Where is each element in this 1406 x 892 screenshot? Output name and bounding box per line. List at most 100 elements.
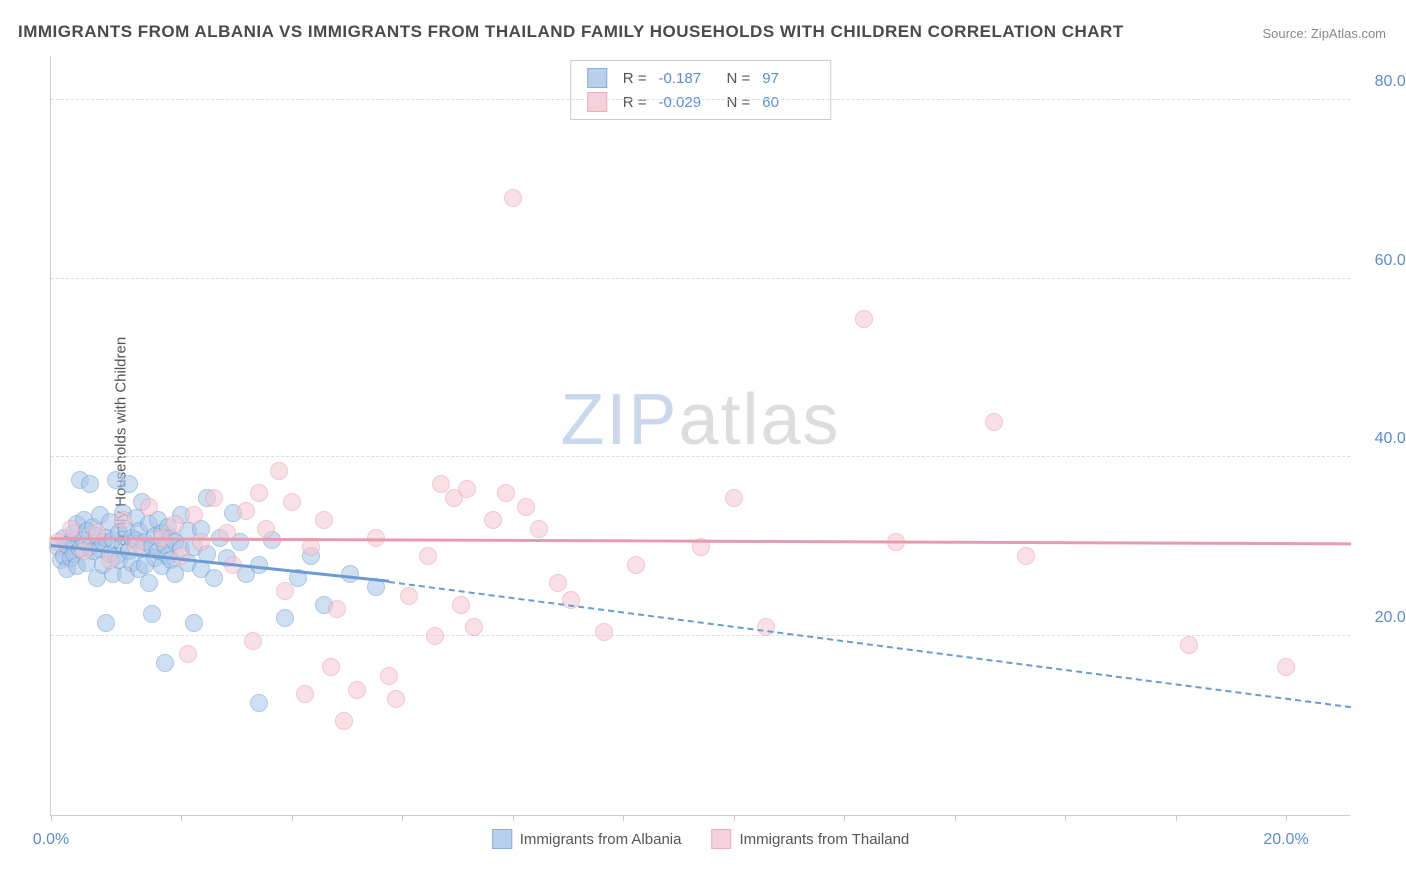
data-point	[276, 582, 294, 600]
data-point	[237, 502, 255, 520]
gridline	[51, 278, 1350, 279]
data-point	[140, 574, 158, 592]
legend-series-label: Immigrants from Thailand	[739, 831, 909, 848]
data-point	[185, 614, 203, 632]
data-point	[283, 493, 301, 511]
data-point	[757, 618, 775, 636]
data-point	[49, 533, 67, 551]
y-tick-label: 80.0%	[1360, 73, 1406, 91]
legend-swatch	[587, 92, 607, 112]
correlation-legend: R =-0.187N =97R =-0.029N =60	[570, 60, 832, 120]
legend-swatch	[492, 829, 512, 849]
data-point	[627, 556, 645, 574]
x-tick	[1286, 815, 1287, 821]
x-tick-label: 0.0%	[33, 831, 69, 849]
x-tick	[402, 815, 403, 821]
data-point	[985, 413, 1003, 431]
data-point	[270, 462, 288, 480]
data-point	[75, 542, 93, 560]
data-point	[465, 618, 483, 636]
data-point	[143, 605, 161, 623]
source-label: Source: ZipAtlas.com	[1262, 26, 1386, 41]
data-point	[595, 623, 613, 641]
data-point	[81, 475, 99, 493]
data-point	[315, 511, 333, 529]
data-point	[276, 609, 294, 627]
data-point	[250, 484, 268, 502]
data-point	[185, 506, 203, 524]
data-point	[62, 520, 80, 538]
data-point	[120, 475, 138, 493]
chart-title: IMMIGRANTS FROM ALBANIA VS IMMIGRANTS FR…	[18, 22, 1124, 42]
y-tick-label: 60.0%	[1360, 252, 1406, 270]
data-point	[97, 614, 115, 632]
legend-stat-row: R =-0.187N =97	[587, 66, 815, 90]
data-point	[140, 498, 158, 516]
x-tick	[1176, 815, 1177, 821]
data-point	[517, 498, 535, 516]
data-point	[452, 596, 470, 614]
data-point	[855, 310, 873, 328]
data-point	[549, 574, 567, 592]
legend-swatch	[587, 68, 607, 88]
data-point	[400, 587, 418, 605]
data-point	[725, 489, 743, 507]
data-point	[205, 569, 223, 587]
data-point	[380, 667, 398, 685]
x-tick	[513, 815, 514, 821]
data-point	[172, 547, 190, 565]
x-tick	[1065, 815, 1066, 821]
n-value: 60	[762, 94, 814, 111]
data-point	[504, 189, 522, 207]
r-value: -0.029	[659, 94, 711, 111]
n-value: 97	[762, 70, 814, 87]
data-point	[341, 565, 359, 583]
data-point	[322, 658, 340, 676]
gridline	[51, 456, 1350, 457]
watermark: ZIPatlas	[560, 379, 840, 461]
legend-series-item: Immigrants from Thailand	[711, 829, 909, 849]
gridline	[51, 99, 1350, 100]
data-point	[192, 533, 210, 551]
data-point	[205, 489, 223, 507]
data-point	[1017, 547, 1035, 565]
data-point	[530, 520, 548, 538]
data-point	[419, 547, 437, 565]
x-tick	[292, 815, 293, 821]
y-tick-label: 20.0%	[1360, 609, 1406, 627]
x-tick	[623, 815, 624, 821]
data-point	[244, 632, 262, 650]
watermark-zip: ZIP	[560, 380, 678, 460]
data-point	[348, 681, 366, 699]
x-tick	[181, 815, 182, 821]
trend-line	[389, 581, 1351, 708]
data-point	[387, 690, 405, 708]
legend-stat-row: R = -0.029 N = 60	[587, 90, 815, 114]
data-point	[296, 685, 314, 703]
data-point	[426, 627, 444, 645]
r-label: R =	[623, 94, 647, 111]
chart-container: IMMIGRANTS FROM ALBANIA VS IMMIGRANTS FR…	[0, 0, 1406, 892]
n-label: N =	[727, 70, 751, 87]
data-point	[335, 712, 353, 730]
n-label: N =	[727, 94, 751, 111]
legend-swatch	[711, 829, 731, 849]
data-point	[1277, 658, 1295, 676]
y-tick-label: 40.0%	[1360, 430, 1406, 448]
legend-series-item: Immigrants from Albania	[492, 829, 682, 849]
data-point	[179, 645, 197, 663]
x-tick	[51, 815, 52, 821]
data-point	[484, 511, 502, 529]
watermark-atlas: atlas	[678, 380, 840, 460]
data-point	[1180, 636, 1198, 654]
x-tick	[844, 815, 845, 821]
data-point	[166, 515, 184, 533]
x-tick	[734, 815, 735, 821]
data-point	[114, 511, 132, 529]
r-label: R =	[623, 70, 647, 87]
legend-series-label: Immigrants from Albania	[520, 831, 682, 848]
x-tick	[955, 815, 956, 821]
plot-area: ZIPatlas R =-0.187N =97R =-0.029N =60 Im…	[50, 56, 1350, 816]
data-point	[250, 694, 268, 712]
series-legend: Immigrants from Albania Immigrants from T…	[492, 829, 910, 849]
